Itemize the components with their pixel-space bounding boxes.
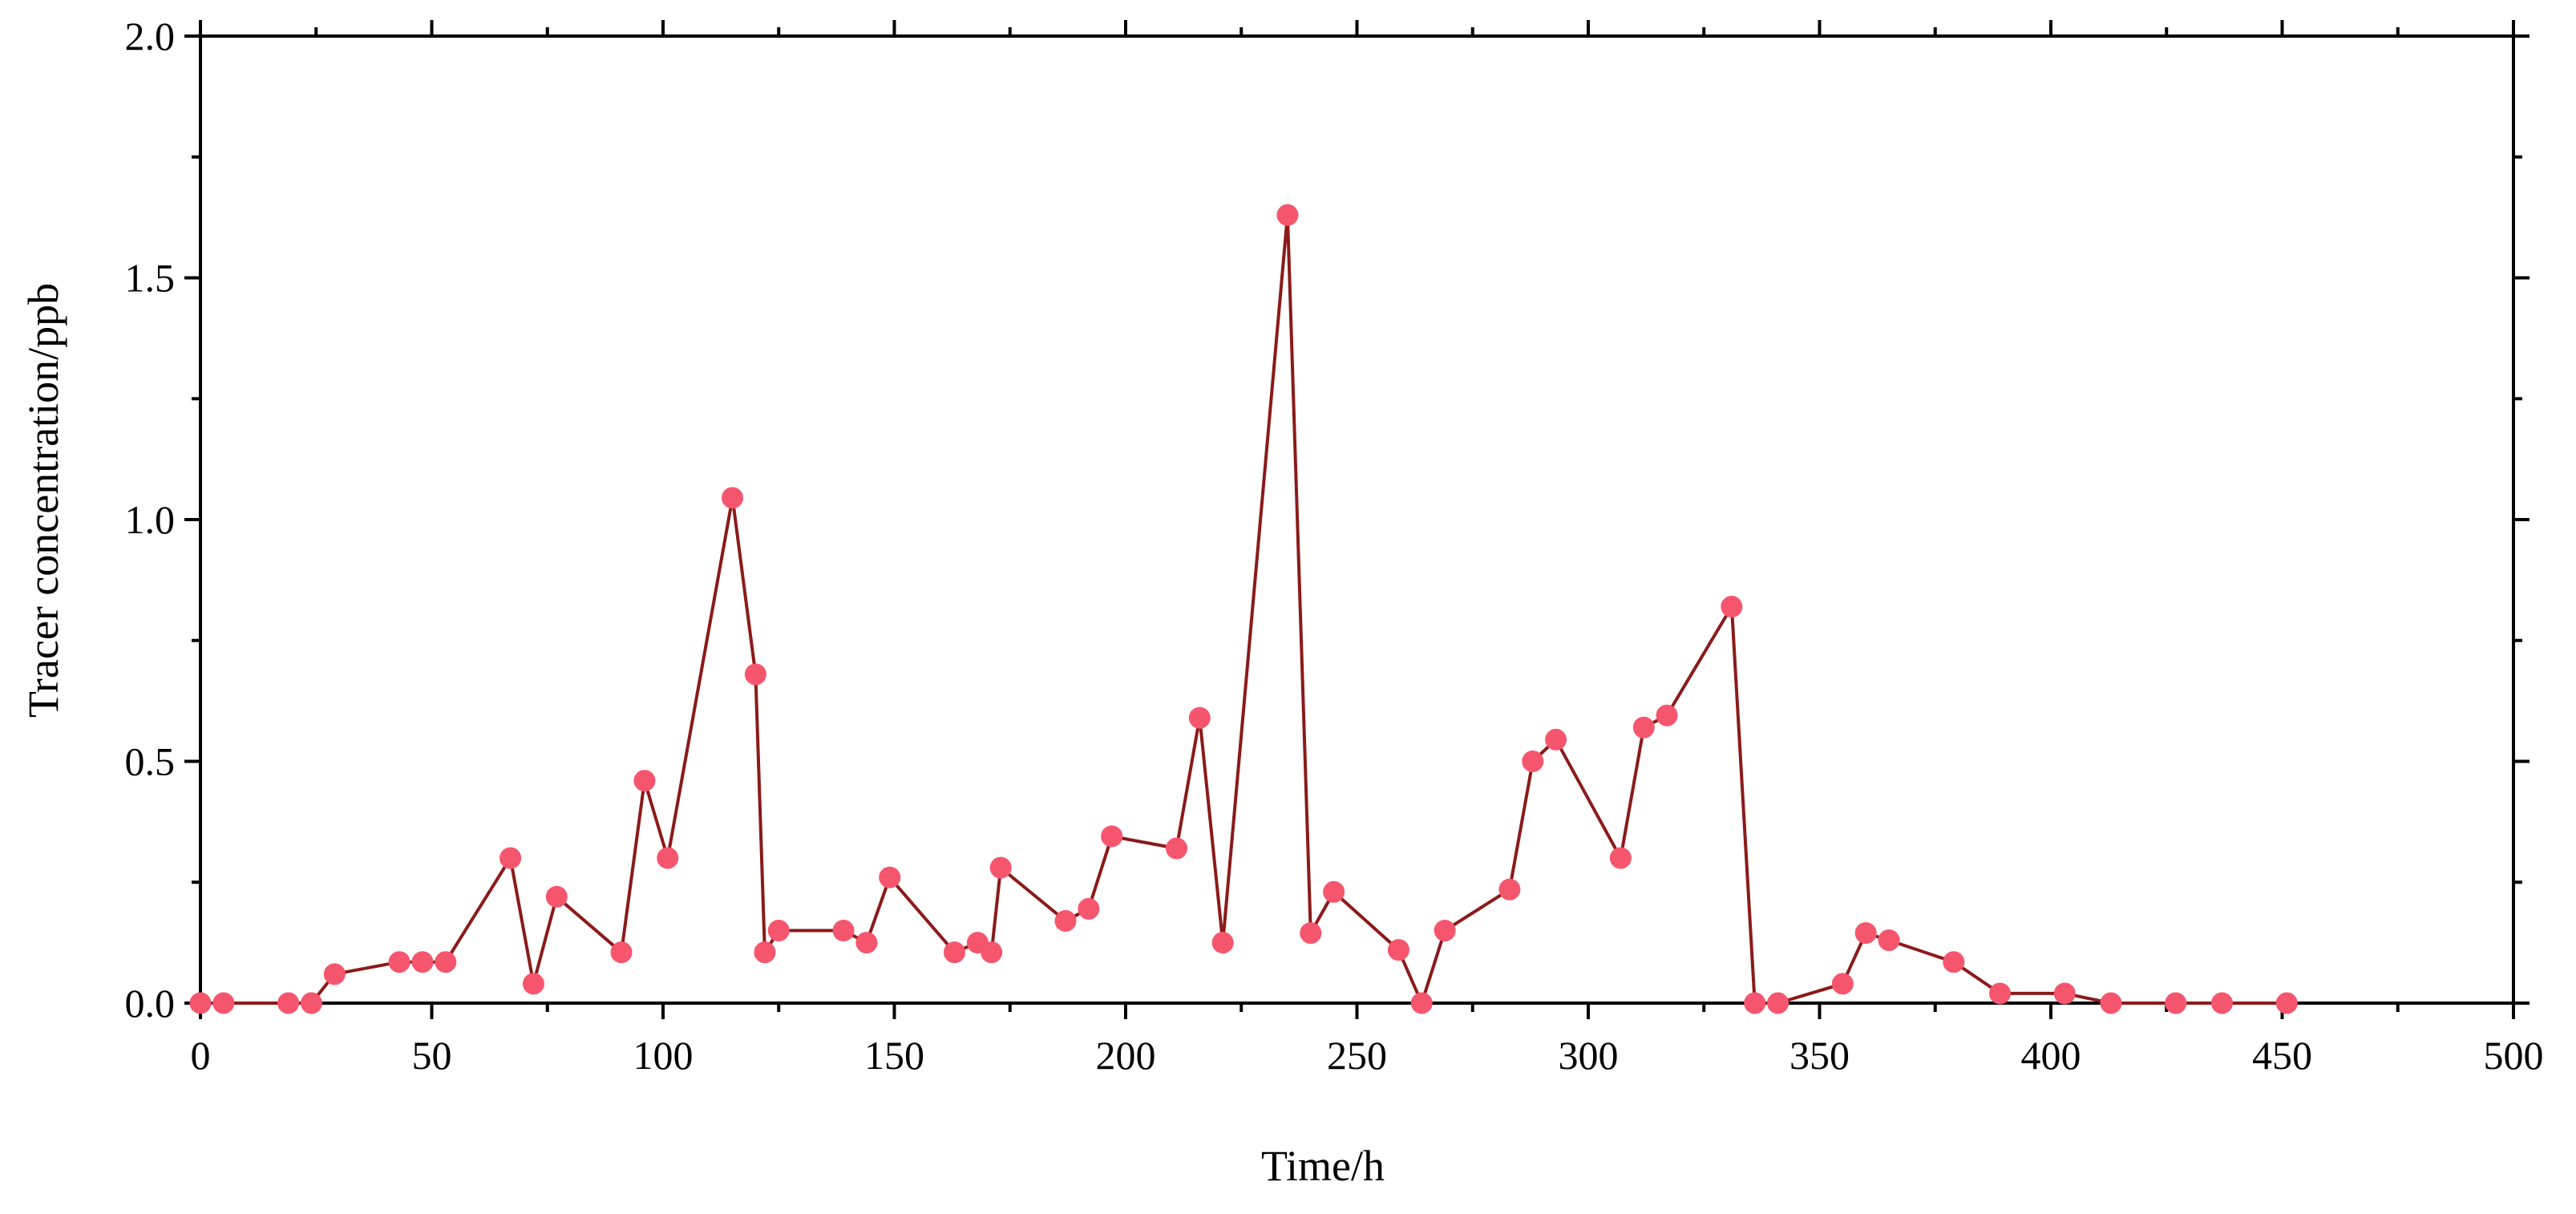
data-point: [2210, 992, 2233, 1014]
data-point: [1767, 992, 1789, 1014]
data-point: [832, 920, 855, 942]
data-point: [522, 973, 544, 995]
x-axis: 0 50 100 150 200 250 300 350 400 450 500: [191, 20, 2544, 1078]
x-tick-label: 250: [1327, 1033, 1387, 1078]
data-point: [1943, 951, 1965, 973]
data-point: [610, 941, 633, 964]
x-tick-label: 350: [1789, 1033, 1850, 1078]
x-tick-label: 450: [2252, 1033, 2312, 1078]
data-point: [435, 951, 457, 973]
data-point: [722, 487, 744, 509]
x-tick-label: 50: [412, 1033, 452, 1078]
data-point: [944, 941, 966, 964]
data-point: [1410, 992, 1433, 1014]
data-point: [754, 941, 776, 964]
y-axis: 0.0 0.5 1.0 1.5 2.0: [125, 14, 2529, 1026]
data-point: [981, 941, 1003, 964]
data-point: [388, 951, 410, 973]
data-point: [657, 847, 679, 869]
y-tick-label: 0.0: [125, 981, 176, 1026]
x-tick-label: 200: [1096, 1033, 1156, 1078]
series-line: [200, 213, 2287, 1005]
x-axis-title: Time/h: [1261, 1142, 1385, 1190]
y-tick-label: 1.5: [125, 256, 176, 301]
data-point: [767, 920, 790, 942]
data-point: [2275, 992, 2298, 1014]
data-point: [1656, 704, 1678, 726]
y-tick-label: 0.5: [125, 739, 176, 784]
data-point: [300, 992, 322, 1014]
data-point: [855, 932, 878, 954]
series-layer: [189, 204, 2298, 1014]
data-point: [1300, 922, 1322, 945]
data-point: [1323, 880, 1345, 903]
data-point: [1522, 751, 1544, 772]
data-point: [1878, 929, 1900, 952]
data-point: [633, 770, 656, 792]
data-point: [1188, 706, 1211, 729]
data-point: [1211, 932, 1234, 954]
data-point: [1054, 909, 1077, 932]
plot-border: [199, 34, 2515, 1005]
data-point: [1744, 992, 1766, 1014]
data-point: [1831, 973, 1854, 995]
data-point: [2053, 982, 2076, 1005]
data-point: [1387, 939, 1409, 961]
data-point: [1721, 596, 1743, 618]
y-tick-label: 1.0: [125, 497, 176, 542]
x-tick-label: 0: [191, 1033, 211, 1078]
data-point: [744, 663, 766, 686]
data-point: [277, 992, 300, 1014]
data-point: [1989, 982, 2012, 1005]
data-point: [212, 992, 235, 1014]
data-point: [989, 856, 1012, 879]
data-point: [411, 951, 434, 973]
data-point: [1609, 847, 1632, 869]
data-point: [1101, 825, 1123, 848]
data-point: [1632, 716, 1655, 739]
x-tick-label: 150: [864, 1033, 924, 1078]
data-point: [1276, 204, 1299, 226]
data-point: [2100, 992, 2122, 1014]
data-point: [879, 866, 901, 888]
data-point: [2165, 992, 2187, 1014]
data-point: [1545, 728, 1567, 751]
x-tick-label: 500: [2484, 1033, 2544, 1078]
data-point: [1434, 920, 1456, 942]
data-point: [323, 963, 346, 985]
x-tick-label: 300: [1559, 1033, 1619, 1078]
x-tick-label: 100: [633, 1033, 694, 1078]
data-point: [1165, 837, 1187, 860]
data-point: [1498, 878, 1521, 900]
data-point: [499, 847, 522, 869]
plot-frame: [199, 34, 2515, 1005]
x-tick-label: 400: [2021, 1033, 2081, 1078]
data-point: [1078, 897, 1100, 920]
data-point: [189, 992, 212, 1014]
y-tick-label: 2.0: [125, 14, 176, 59]
data-point: [1854, 922, 1877, 945]
data-point: [545, 885, 568, 908]
y-axis-title: Tracer concentration/ppb: [19, 283, 67, 718]
